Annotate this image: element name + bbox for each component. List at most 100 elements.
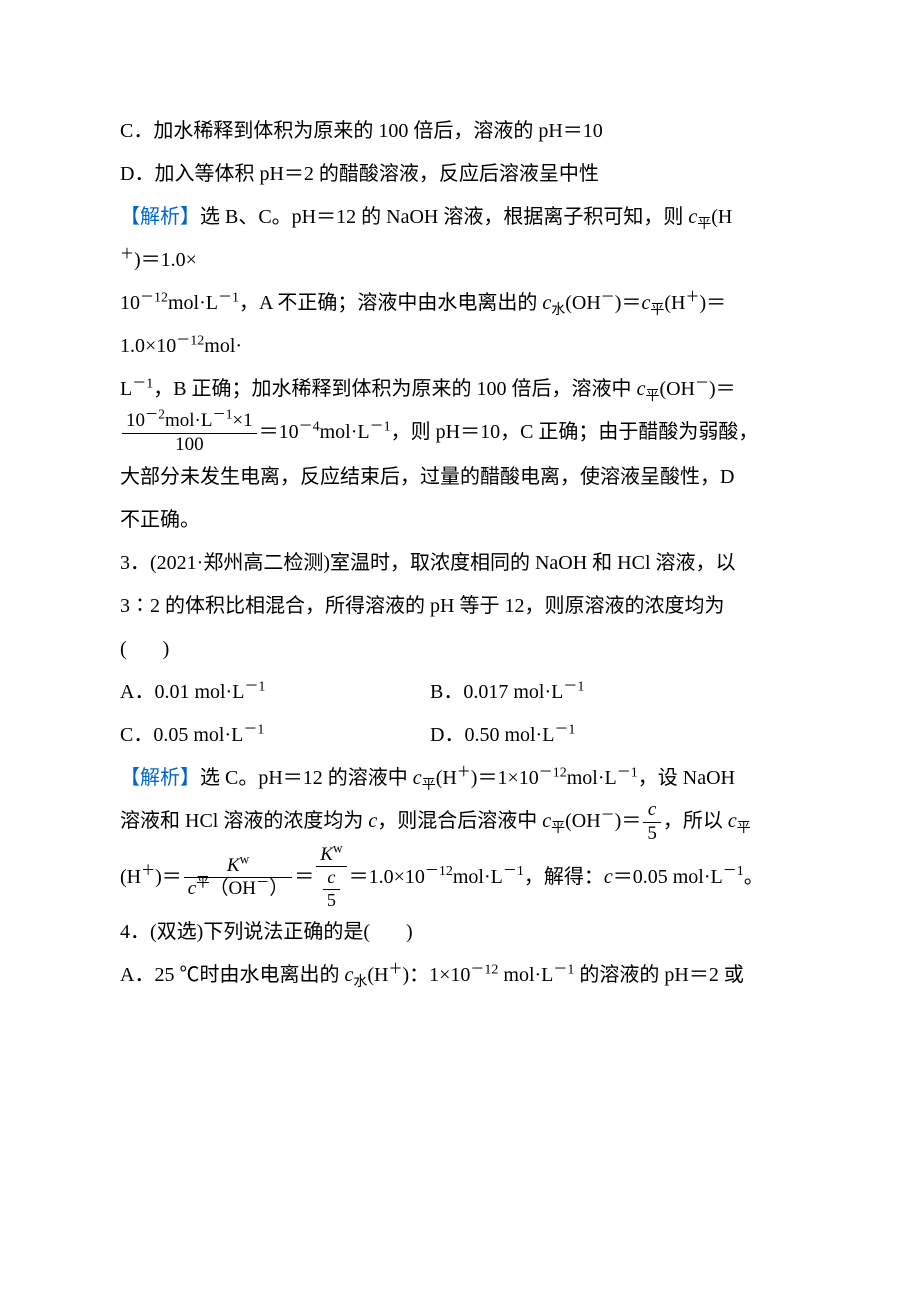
fraction-kw-over-coh: Kw c平（OH－） bbox=[182, 856, 295, 901]
fraction-c-over-5: c 5 bbox=[641, 800, 663, 845]
q3-option-a: A．0.01 mol·L－1 bbox=[120, 671, 430, 714]
text: ，设 NaOH bbox=[638, 767, 735, 789]
q4-stem: 4．(双选)下列说法正确的是() bbox=[120, 911, 800, 954]
fraction-den: 5 bbox=[643, 823, 661, 845]
sup-m4: －4 bbox=[299, 419, 320, 434]
text: (OH bbox=[565, 292, 601, 314]
var-c: c bbox=[728, 810, 737, 832]
text: ，A 不正确；溶液中由水电离出的 bbox=[239, 292, 542, 314]
text: 的溶液的 pH＝2 或 bbox=[574, 964, 743, 986]
sup-m12: －12 bbox=[539, 765, 567, 780]
q2-analysis-line1b: ＋)＝1.0× bbox=[120, 239, 800, 282]
text: ，B 正确；加水稀释到体积为原来的 100 倍后，溶液中 bbox=[153, 378, 636, 400]
text: (H bbox=[367, 964, 388, 986]
sup-minus: － bbox=[256, 875, 269, 890]
text: )＝ bbox=[155, 865, 182, 887]
var-c: c bbox=[604, 865, 613, 887]
text: B．0.017 mol·L bbox=[430, 681, 563, 703]
sup-m1: －1 bbox=[243, 722, 264, 737]
sup-m1: －1 bbox=[723, 864, 744, 879]
text: 溶液和 HCl 溶液的浓度均为 bbox=[120, 810, 368, 832]
text: )＝ bbox=[709, 378, 736, 400]
sup-plus: ＋ bbox=[141, 864, 155, 879]
text: )＝1.0× bbox=[134, 249, 197, 271]
q3-option-d: D．0.50 mol·L－1 bbox=[430, 714, 575, 757]
fraction-num: c bbox=[643, 800, 661, 823]
analysis-label: 【解析】 bbox=[120, 206, 200, 228]
q2-analysis-line4: L－1，B 正确；加水稀释到体积为原来的 100 倍后，溶液中 c平(OH－)＝ bbox=[120, 368, 800, 411]
fraction-c5-inner: c 5 bbox=[321, 868, 342, 911]
sub-ping: 平 bbox=[645, 389, 659, 404]
var-c: c bbox=[413, 767, 422, 789]
text: mol·L bbox=[320, 421, 370, 443]
sup-m2: －2 bbox=[145, 407, 165, 422]
var-K: K bbox=[320, 844, 333, 865]
sub-shui: 水 bbox=[353, 975, 367, 990]
fraction-kw-over-c5: Kw c 5 bbox=[314, 845, 348, 912]
sup-plus: ＋ bbox=[120, 247, 134, 262]
sup-ping: 平 bbox=[196, 875, 209, 890]
text: ＝ bbox=[294, 865, 314, 887]
text: ＝10 bbox=[259, 421, 299, 443]
paren-close: ) bbox=[406, 921, 413, 943]
text: （OH bbox=[210, 878, 256, 899]
text: )＝ bbox=[699, 292, 726, 314]
paren-close: ) bbox=[163, 638, 170, 660]
sub-ping: 平 bbox=[650, 303, 664, 318]
q3-options-row1: A．0.01 mol·L－1 B．0.017 mol·L－1 bbox=[120, 671, 800, 714]
q2-option-d: D．加入等体积 pH＝2 的醋酸溶液，反应后溶液呈中性 bbox=[120, 153, 800, 196]
text: 选 C。pH＝12 的溶液中 bbox=[200, 767, 413, 789]
q3-stem-line1: 3．(2021·郑州高二检测)室温时，取浓度相同的 NaOH 和 HCl 溶液，… bbox=[120, 542, 800, 585]
q3-stem-line3: () bbox=[120, 628, 800, 671]
sub-ping: 平 bbox=[551, 821, 565, 836]
sup-m12: －12 bbox=[425, 864, 453, 879]
text: A．0.01 mol·L bbox=[120, 681, 244, 703]
text: (OH bbox=[659, 378, 695, 400]
sup-m1: －1 bbox=[554, 722, 575, 737]
text: )＝ bbox=[615, 292, 642, 314]
sup-m1: －1 bbox=[617, 765, 638, 780]
q4-option-a: A．25 ℃时由水电离出的 c水(H＋)：1×10－12 mol·L－1 的溶液… bbox=[120, 954, 800, 997]
text: ） bbox=[269, 878, 288, 899]
sup-minus: － bbox=[601, 290, 615, 305]
fraction-num: 10－2mol·L－1×1 bbox=[122, 411, 257, 434]
q3-analysis-line3: (H＋)＝ Kw c平（OH－） ＝ Kw c 5 ＝1.0×10－12mol·… bbox=[120, 845, 800, 912]
var-c: c bbox=[368, 810, 377, 832]
q3-option-b: B．0.017 mol·L－1 bbox=[430, 671, 584, 714]
text: )＝1×10 bbox=[471, 767, 539, 789]
text: C．0.05 mol·L bbox=[120, 724, 243, 746]
sup-minus: － bbox=[695, 376, 709, 391]
sup-w: w bbox=[240, 851, 250, 866]
text: 4．(双选)下列说法正确的是( bbox=[120, 921, 370, 943]
var-c: c bbox=[641, 292, 650, 314]
fraction-den: 5 bbox=[323, 890, 340, 911]
var-c: c bbox=[188, 878, 196, 899]
sup-m1: －1 bbox=[553, 963, 574, 978]
text: mol· bbox=[204, 335, 242, 357]
sup-plus: ＋ bbox=[685, 290, 699, 305]
text: ＝0.05 mol·L bbox=[613, 865, 723, 887]
var-c: c bbox=[688, 206, 697, 228]
text: (H bbox=[664, 292, 685, 314]
document-page: C．加水稀释到体积为原来的 100 倍后，溶液的 pH＝10 D．加入等体积 p… bbox=[0, 0, 920, 1302]
sup-m1: －1 bbox=[503, 864, 524, 879]
q2-option-c: C．加水稀释到体积为原来的 100 倍后，溶液的 pH＝10 bbox=[120, 110, 800, 153]
q2-analysis-line7: 不正确。 bbox=[120, 499, 800, 542]
text: mol·L bbox=[165, 410, 213, 431]
text: 1.0×10 bbox=[120, 335, 176, 357]
text: )：1×10 bbox=[402, 964, 470, 986]
fraction-dilution: 10－2mol·L－1×1 100 bbox=[120, 411, 259, 456]
q2-analysis-line3: 1.0×10－12mol· bbox=[120, 325, 800, 368]
q3-analysis-line1: 【解析】选 C。pH＝12 的溶液中 c平(H＋)＝1×10－12mol·L－1… bbox=[120, 757, 800, 800]
sub-ping: 平 bbox=[737, 821, 751, 836]
var-c: c bbox=[542, 292, 551, 314]
text: 10 bbox=[126, 410, 145, 431]
text: ＝1.0×10 bbox=[349, 865, 425, 887]
sup-plus: ＋ bbox=[388, 963, 402, 978]
paren-open: ( bbox=[120, 638, 127, 660]
text: mol·L bbox=[567, 767, 617, 789]
text: 。 bbox=[744, 865, 764, 887]
text: )＝ bbox=[615, 810, 642, 832]
sup-m1: －1 bbox=[132, 376, 153, 391]
sup-m12: －12 bbox=[470, 963, 498, 978]
